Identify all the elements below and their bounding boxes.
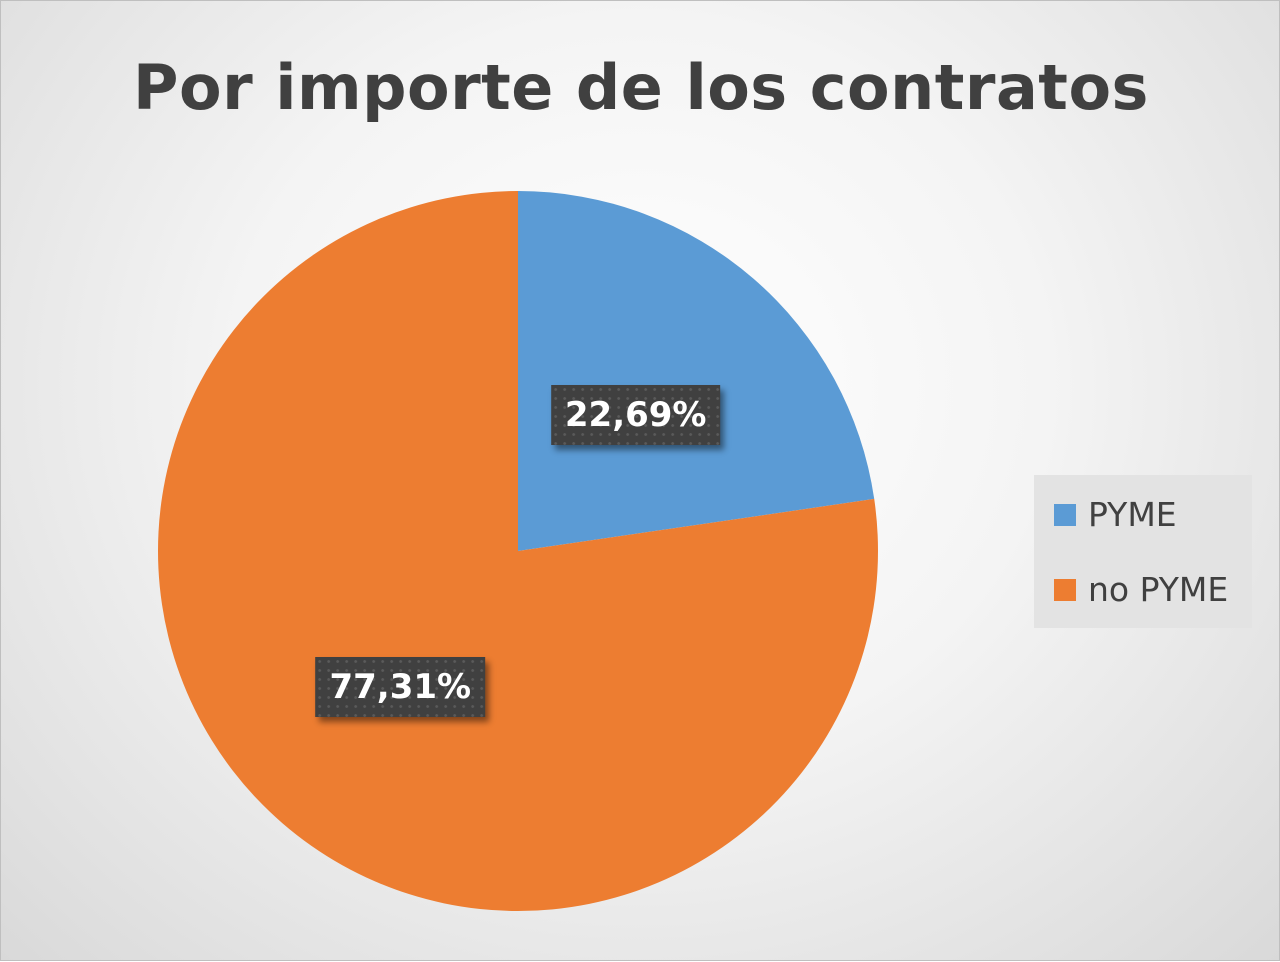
chart-title: Por importe de los contratos xyxy=(133,51,1149,124)
slice-pyme xyxy=(518,191,875,551)
slice-no-pyme xyxy=(158,190,879,911)
legend-swatch-pyme xyxy=(1054,503,1076,526)
legend-label-pyme: PYME xyxy=(1088,495,1177,534)
legend-item-no-pyme: no PYME xyxy=(1054,570,1228,609)
legend-item-pyme: PYME xyxy=(1054,495,1177,534)
legend: PYME no PYME xyxy=(1034,475,1252,628)
data-label-pyme: 22,69% xyxy=(550,384,721,445)
data-label-no-pyme: 77,31% xyxy=(315,657,486,718)
legend-label-no-pyme: no PYME xyxy=(1088,570,1229,609)
legend-swatch-no-pyme xyxy=(1054,578,1076,601)
